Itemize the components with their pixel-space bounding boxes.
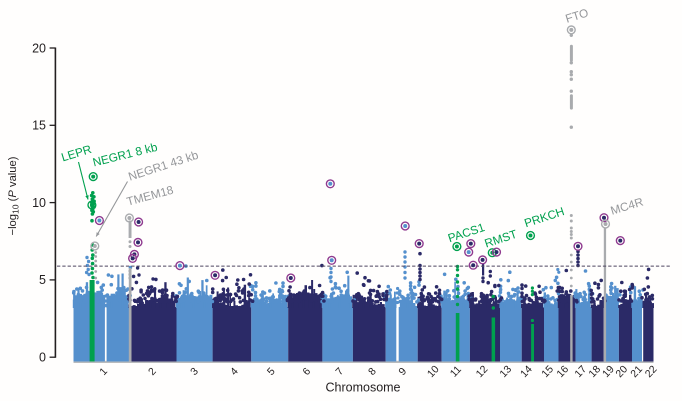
svg-text:10: 10 (32, 196, 46, 210)
svg-text:−log10 (P value): −log10 (P value) (7, 156, 20, 235)
svg-text:15: 15 (32, 119, 46, 133)
svg-text:Chromosome: Chromosome (325, 381, 400, 395)
svg-text:0: 0 (39, 351, 46, 365)
svg-text:5: 5 (39, 273, 46, 287)
svg-text:20: 20 (32, 41, 46, 55)
svg-text:FTO: FTO (564, 6, 590, 26)
